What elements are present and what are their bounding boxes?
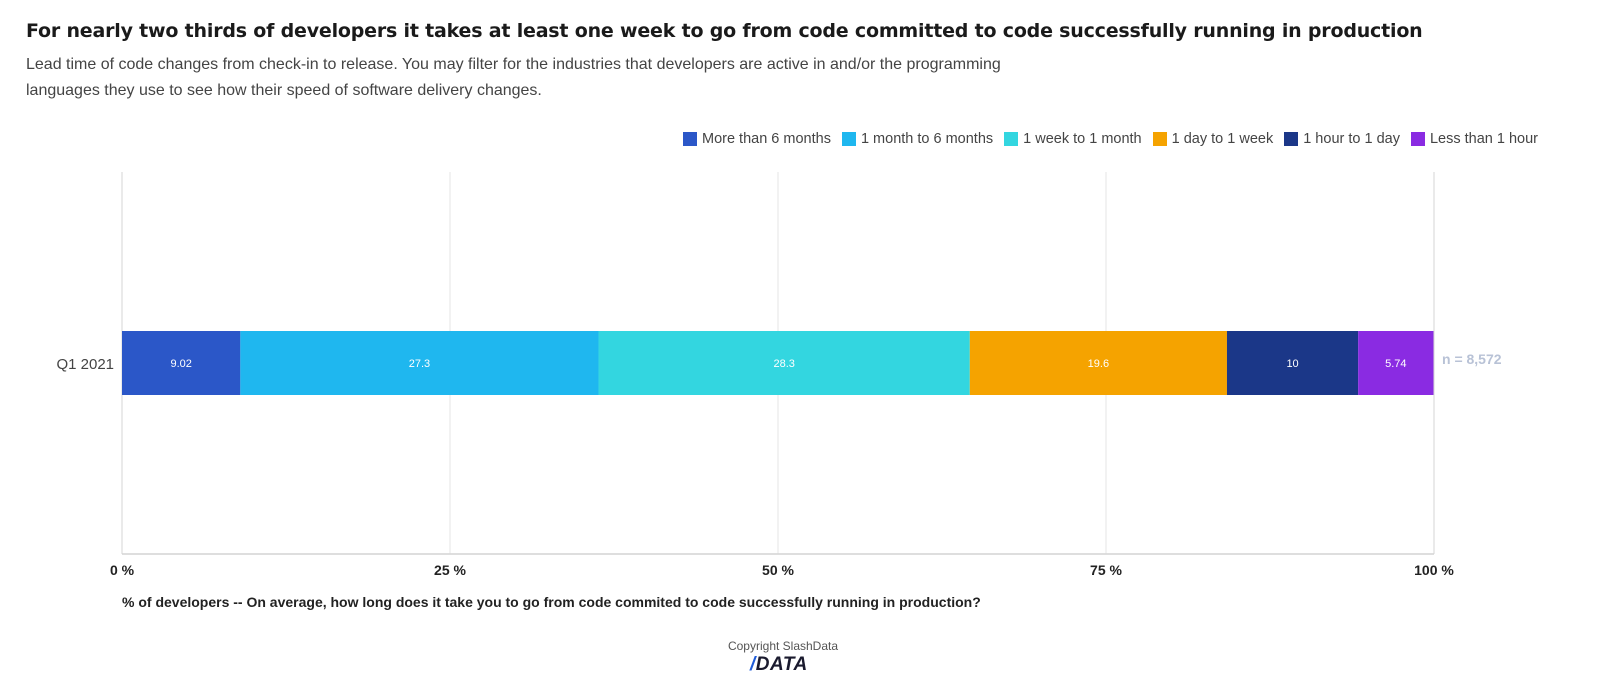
x-tick-label: 75 % — [1090, 562, 1122, 578]
legend-item[interactable]: 1 hour to 1 day — [1284, 131, 1400, 147]
bar-segment — [122, 331, 241, 395]
sample-size-label: n = 8,572 — [1442, 351, 1502, 367]
bar-segment — [1358, 331, 1434, 395]
legend-swatch — [841, 132, 856, 146]
data-label: 10 — [1286, 358, 1298, 370]
legend-item[interactable]: Less than 1 hour — [1410, 131, 1538, 147]
bar-segment — [1226, 331, 1359, 395]
x-tick-label: 0 % — [110, 562, 135, 578]
stacked-bar-chart: 0 % 25 % 50 % 75 % 100 % Q1 2021 9.02 27.3 28.3 1… — [56, 172, 1502, 578]
x-axis-label: % of developers -- On average, how long … — [122, 594, 981, 610]
legend-label: 1 week to 1 month — [1023, 131, 1142, 147]
data-label: 27.3 — [409, 358, 430, 370]
legend-label: Less than 1 hour — [1429, 131, 1538, 147]
legend-swatch — [682, 132, 697, 146]
copyright-text: Copyright SlashData — [727, 639, 839, 653]
y-category-label: Q1 2021 — [56, 356, 114, 373]
bar-segment — [598, 331, 970, 395]
legend-item[interactable]: 1 month to 6 months — [841, 131, 994, 147]
legend-item[interactable]: 1 week to 1 month — [1004, 131, 1142, 147]
data-label: 19.6 — [1088, 358, 1109, 370]
x-tick-label: 50 % — [762, 562, 794, 578]
chart-title: For nearly two thirds of developers it t… — [26, 20, 1423, 42]
x-tick-label: 100 % — [1414, 562, 1454, 578]
data-label: 9.02 — [170, 358, 191, 370]
legend-label: 1 hour to 1 day — [1303, 131, 1400, 147]
bar-segment — [240, 331, 599, 395]
legend-item[interactable]: More than 6 months — [682, 131, 831, 147]
legend-swatch — [1284, 132, 1299, 146]
legend-swatch — [1004, 132, 1019, 146]
slashdata-logo: /DATA — [750, 654, 808, 675]
x-tick-label: 25 % — [434, 562, 466, 578]
legend-label: 1 month to 6 months — [860, 131, 994, 147]
legend-swatch — [1410, 132, 1425, 146]
bar-segment — [969, 331, 1227, 395]
data-label: 28.3 — [773, 358, 794, 370]
data-label: 5.74 — [1385, 358, 1406, 370]
legend-label: 1 day to 1 week — [1171, 131, 1274, 147]
legend-item[interactable]: 1 day to 1 week — [1152, 131, 1274, 147]
legend-swatch — [1152, 132, 1167, 146]
chart-subtitle: Lead time of code changes from check-in … — [26, 56, 1001, 99]
legend: More than 6 months 1 month to 6 months 1 w… — [682, 131, 1538, 147]
legend-label: More than 6 months — [701, 131, 831, 147]
